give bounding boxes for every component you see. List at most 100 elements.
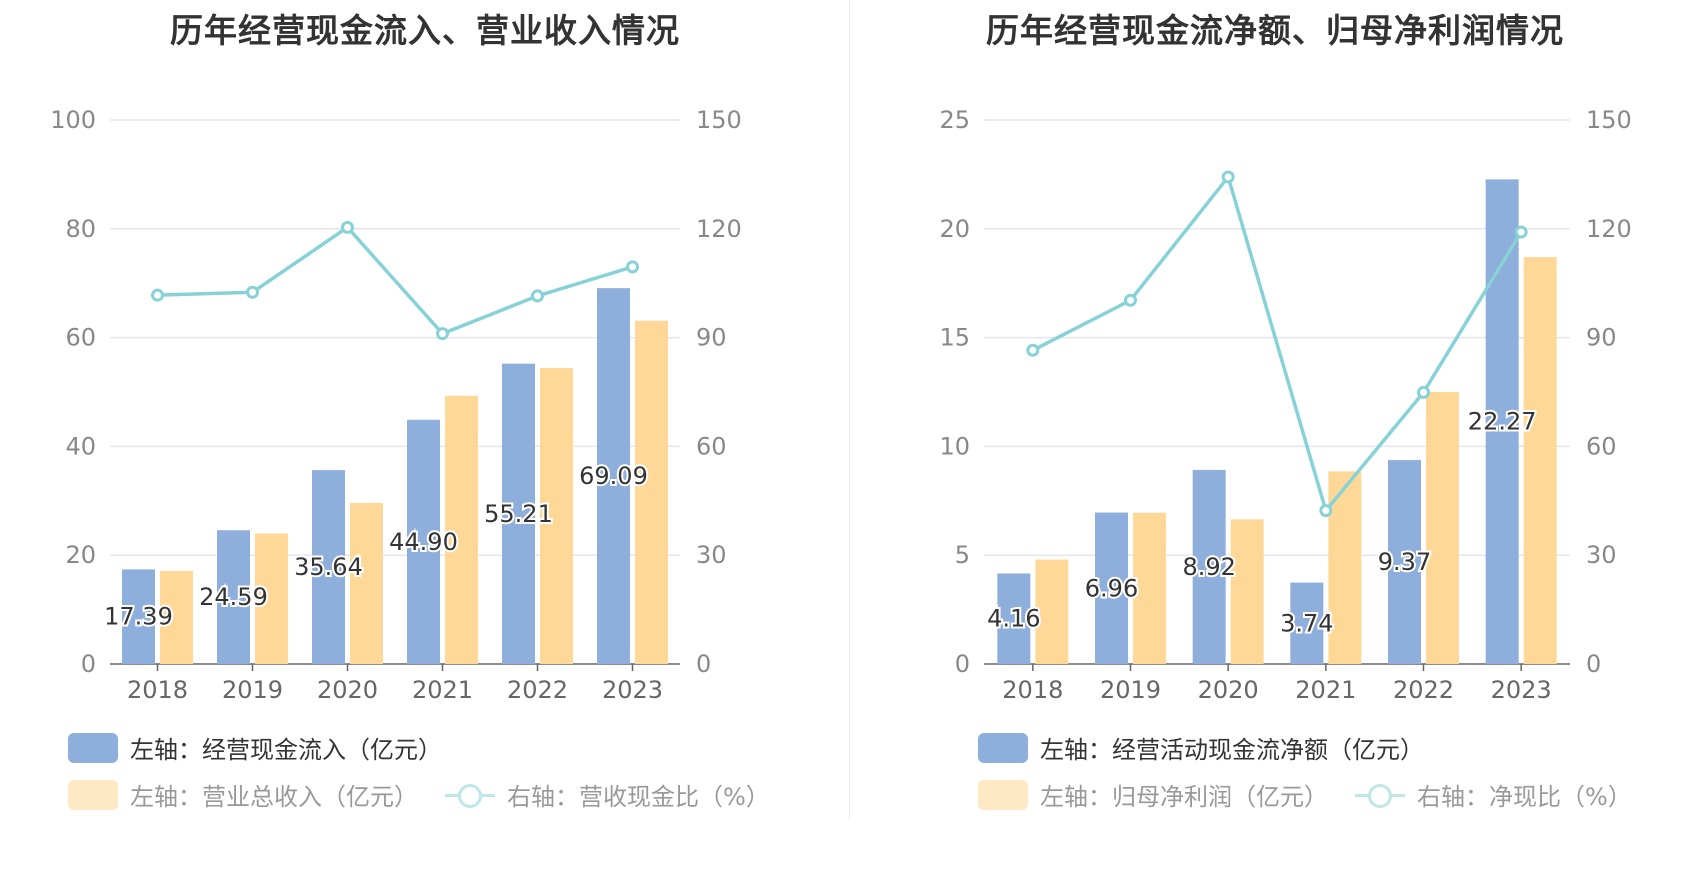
bar (1290, 582, 1324, 664)
x-tick-label: 2022 (507, 676, 568, 704)
line-point (151, 288, 164, 302)
bar (635, 320, 668, 664)
data-label: 17.39 (104, 603, 173, 631)
x-tick-label: 2021 (412, 676, 473, 704)
legend-label: 左轴：归母净利润（亿元） (1040, 783, 1328, 811)
y-right-tick-label: 150 (1586, 106, 1632, 134)
y-right-tick-label: 90 (1586, 324, 1617, 352)
y-right-tick-label: 60 (696, 432, 727, 460)
left-chart-plot: 0 20 40 60 80 100 0 30 60 90 120 150 2018 2019 2020 202… (50, 106, 742, 704)
bar (312, 470, 345, 664)
y-right-tick-label: 120 (1586, 215, 1632, 243)
line-point (341, 220, 354, 234)
bar (122, 569, 155, 664)
y-left-tick-label: 20 (939, 215, 970, 243)
bar (1230, 519, 1264, 664)
y-right-tick-label: 90 (696, 324, 727, 352)
legend-label: 左轴：经营活动现金流净额（亿元） (1040, 736, 1424, 764)
legend-line-marker-icon (445, 780, 495, 810)
bar (1426, 392, 1459, 664)
legend-item-net-cash-flow[interactable]: 左轴：经营活动现金流净额（亿元） (978, 730, 1424, 765)
right-chart-panel: 历年经营现金流净额、归母净利润情况 0 5 10 15 20 25 0 30 60 90 120 15… (850, 0, 1700, 874)
bar (1523, 257, 1557, 664)
panel-divider (849, 0, 850, 820)
legend-swatch-orange (978, 779, 1028, 810)
bar (255, 533, 288, 664)
bar (1133, 512, 1166, 664)
bar (997, 573, 1031, 664)
legend-swatch-blue (978, 732, 1028, 763)
y-right-tick-label: 150 (696, 106, 742, 134)
data-label: 69.09 (579, 462, 648, 490)
data-label: 8.92 (1182, 553, 1235, 581)
y-right-tick-label: 120 (696, 215, 742, 243)
line-point (531, 289, 544, 303)
legend-item-cash-inflow[interactable]: 左轴：经营现金流入（亿元） (68, 730, 442, 765)
y-left-tick-label: 60 (65, 324, 96, 352)
bar (160, 570, 193, 664)
data-label: 9.37 (1378, 548, 1431, 576)
series-line (157, 225, 634, 336)
legend-line-marker-icon (1355, 780, 1405, 810)
legend-label: 左轴：经营现金流入（亿元） (130, 736, 442, 764)
bar (597, 288, 630, 664)
legend-label: 左轴：营业总收入（亿元） (130, 783, 418, 811)
y-right-tick-label: 30 (696, 541, 727, 569)
x-tick-label: 2018 (1002, 676, 1063, 704)
y-left-tick-label: 100 (50, 106, 96, 134)
chart-title: 历年经营现金流净额、归母净利润情况 (986, 11, 1564, 50)
data-label: 3.74 (1280, 609, 1333, 637)
y-left-tick-label: 25 (939, 106, 970, 134)
y-right-tick-label: 0 (1586, 650, 1601, 678)
bar (540, 368, 573, 664)
left-chart-panel: 历年经营现金流入、营业收入情况 0 20 40 60 80 100 0 30 60 90 120 15… (50, 11, 770, 812)
legend-label: 右轴：净现比（%） (1417, 783, 1632, 811)
data-label: 24.59 (199, 583, 268, 611)
line-point (1026, 343, 1040, 357)
bar (502, 363, 535, 664)
legend-swatch-blue (68, 732, 118, 763)
bar (217, 530, 250, 664)
line-point (1124, 293, 1137, 307)
bar (445, 395, 478, 664)
y-left-tick-label: 80 (65, 215, 96, 243)
y-left-tick-label: 40 (65, 432, 96, 460)
data-label: 35.64 (294, 553, 363, 581)
legend-item-revenue[interactable]: 左轴：营业总收入（亿元） (68, 777, 418, 812)
right-chart-plot: 0 5 10 15 20 25 0 30 60 90 120 150 2018 2019 2020 2021 2… (939, 106, 1632, 704)
line-point (626, 260, 639, 274)
y-left-tick-label: 15 (939, 324, 970, 352)
x-tick-label: 2019 (222, 676, 283, 704)
y-left-tick-label: 5 (955, 541, 970, 569)
bar (407, 419, 440, 664)
y-left-tick-label: 20 (65, 541, 96, 569)
y-left-tick-label: 0 (955, 650, 970, 678)
data-label: 4.16 (987, 605, 1040, 633)
legend-swatch-orange (68, 779, 118, 810)
line-point (1221, 170, 1235, 184)
legend-item-net-cash-ratio[interactable]: 右轴：净现比（%） (1355, 777, 1632, 812)
x-tick-label: 2018 (127, 676, 188, 704)
bar (350, 502, 383, 664)
series-line (1032, 173, 1523, 515)
line-point (1417, 385, 1430, 399)
bar (1035, 559, 1069, 664)
data-label: 44.90 (389, 528, 458, 556)
legend-label: 右轴：营收现金比（%） (507, 783, 770, 811)
legend-item-net-profit[interactable]: 左轴：归母净利润（亿元） (978, 777, 1328, 812)
line-point (436, 327, 449, 341)
y-right-tick-label: 0 (696, 650, 711, 678)
x-tick-label: 2023 (602, 676, 663, 704)
x-tick-label: 2021 (1295, 676, 1356, 704)
bar (1095, 512, 1128, 664)
bar (1192, 469, 1226, 664)
line-point (246, 285, 259, 299)
line-point (1319, 504, 1333, 518)
data-label: 55.21 (484, 500, 553, 528)
data-label: 6.96 (1085, 574, 1138, 602)
y-left-tick-label: 10 (939, 432, 970, 460)
x-tick-label: 2020 (1198, 676, 1259, 704)
bar (1388, 460, 1421, 664)
legend-item-revenue-cash-ratio[interactable]: 右轴：营收现金比（%） (445, 777, 770, 812)
x-tick-label: 2019 (1100, 676, 1161, 704)
